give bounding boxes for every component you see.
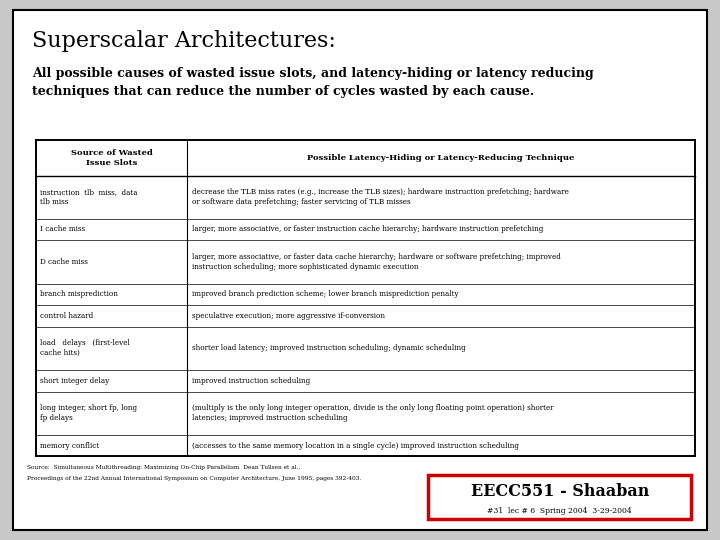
Text: decrease the TLB miss rates (e.g., increase the TLB sizes); hardware instruction: decrease the TLB miss rates (e.g., incre… — [192, 188, 568, 206]
Text: (accesses to the same memory location in a single cycle) improved instruction sc: (accesses to the same memory location in… — [192, 442, 518, 449]
Text: improved instruction scheduling: improved instruction scheduling — [192, 377, 310, 384]
Text: (multiply is the only long integer operation, divide is the only long floating p: (multiply is the only long integer opera… — [192, 404, 553, 422]
Bar — [36, 140, 695, 456]
Text: control hazard: control hazard — [40, 312, 94, 320]
Text: All possible causes of wasted issue slots, and latency-hiding or latency reducin: All possible causes of wasted issue slot… — [32, 68, 594, 80]
Text: instruction  tlb  miss,  data
tlb miss: instruction tlb miss, data tlb miss — [40, 188, 138, 206]
Text: long integer, short fp, long
fp delays: long integer, short fp, long fp delays — [40, 404, 138, 422]
Text: Possible Latency-Hiding or Latency-Reducing Technique: Possible Latency-Hiding or Latency-Reduc… — [307, 154, 575, 162]
Text: #31  lec # 6  Spring 2004  3-29-2004: #31 lec # 6 Spring 2004 3-29-2004 — [487, 507, 632, 515]
Text: Superscalar Architectures:: Superscalar Architectures: — [32, 30, 336, 52]
Text: shorter load latency; improved instruction scheduling; dynamic scheduling: shorter load latency; improved instructi… — [192, 345, 465, 352]
Text: memory conflict: memory conflict — [40, 442, 99, 449]
Text: improved branch prediction scheme; lower branch misprediction penalty: improved branch prediction scheme; lower… — [192, 291, 458, 298]
Text: branch misprediction: branch misprediction — [40, 291, 118, 298]
Text: I cache miss: I cache miss — [40, 226, 86, 233]
Text: Source:  Simultaneous Multithreading: Maximizing On-Chip Parallelism  Dean Tulls: Source: Simultaneous Multithreading: Max… — [27, 465, 301, 470]
Text: EECC551 - Shaaban: EECC551 - Shaaban — [471, 483, 649, 500]
FancyBboxPatch shape — [428, 475, 691, 519]
Text: speculative execution; more aggressive if-conversion: speculative execution; more aggressive i… — [192, 312, 384, 320]
Text: techniques that can reduce the number of cycles wasted by each cause.: techniques that can reduce the number of… — [32, 85, 535, 98]
FancyBboxPatch shape — [13, 10, 707, 530]
Text: load   delays   (first-level
cache hits): load delays (first-level cache hits) — [40, 340, 130, 357]
Text: larger, more associative, or faster data cache hierarchy; hardware or software p: larger, more associative, or faster data… — [192, 253, 560, 271]
Text: Source of Wasted
Issue Slots: Source of Wasted Issue Slots — [71, 150, 153, 166]
Text: D cache miss: D cache miss — [40, 258, 88, 266]
Text: short integer delay: short integer delay — [40, 377, 109, 384]
Text: larger, more associative, or faster instruction cache hierarchy; hardware instru: larger, more associative, or faster inst… — [192, 226, 543, 233]
Text: Proceedings of the 22nd Annual International Symposium on Computer Architecture,: Proceedings of the 22nd Annual Internati… — [27, 476, 361, 481]
